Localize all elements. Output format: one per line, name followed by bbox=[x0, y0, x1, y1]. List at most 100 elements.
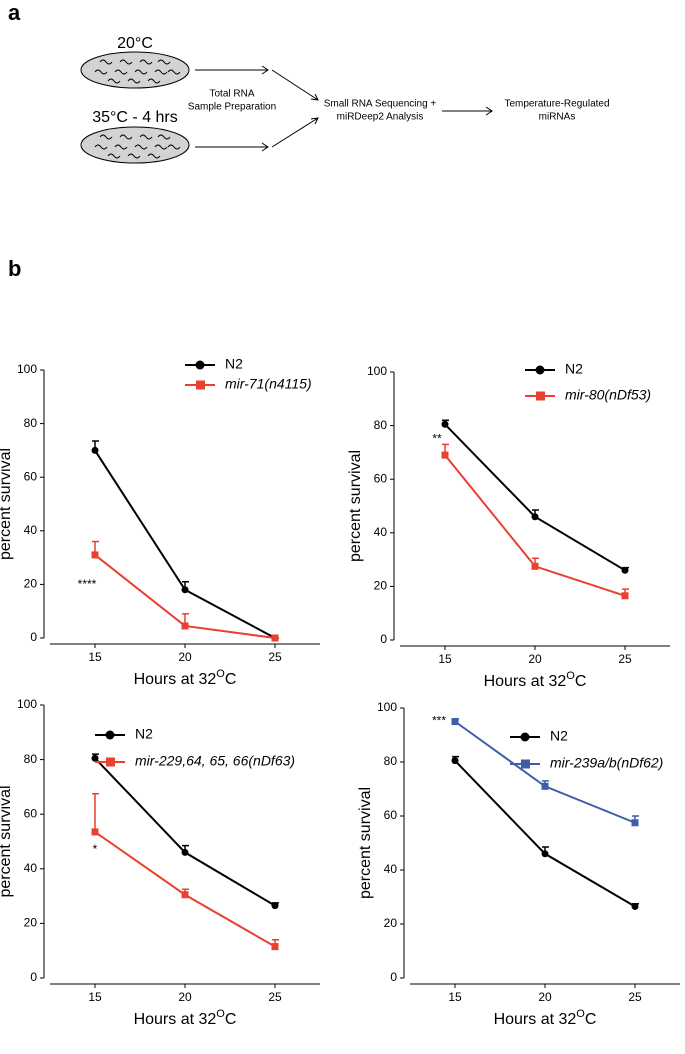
legend-label: mir-71(n4115) bbox=[225, 376, 312, 392]
y-axis-label: percent survival bbox=[357, 787, 374, 899]
x-tick-label: 20 bbox=[178, 650, 192, 664]
legend-marker bbox=[521, 759, 530, 769]
y-tick-label: 20 bbox=[374, 579, 388, 593]
legend-marker bbox=[195, 360, 205, 370]
x-tick-label: 15 bbox=[448, 990, 462, 1004]
x-axis-label-part: O bbox=[216, 1008, 225, 1020]
y-tick-label: 100 bbox=[377, 700, 397, 714]
panel-label: a bbox=[8, 0, 21, 25]
marker bbox=[541, 782, 549, 790]
series-line bbox=[94, 757, 276, 907]
marker bbox=[181, 891, 189, 899]
step-label: miRDeep2 Analysis bbox=[337, 112, 424, 123]
legend-marker bbox=[105, 730, 115, 740]
marker bbox=[451, 757, 459, 765]
x-axis-label-part: Hours at 32 bbox=[134, 1011, 217, 1028]
error-bar bbox=[92, 792, 99, 832]
x-axis-label-part: O bbox=[576, 1008, 585, 1020]
y-tick-label: 60 bbox=[374, 471, 388, 485]
legend-label: N2 bbox=[135, 726, 153, 742]
y-tick-label: 80 bbox=[374, 418, 388, 432]
condition-label: 35°C - 4 hrs bbox=[92, 109, 178, 126]
y-tick-label: 80 bbox=[24, 752, 38, 766]
marker bbox=[91, 446, 99, 454]
y-tick-label: 20 bbox=[24, 916, 38, 930]
legend-marker bbox=[196, 380, 205, 390]
x-tick-label: 25 bbox=[268, 650, 282, 664]
y-tick-label: 0 bbox=[30, 970, 37, 984]
x-axis-label: Hours at 32OC bbox=[494, 1008, 597, 1028]
marker bbox=[621, 566, 629, 574]
step-label: Sample Preparation bbox=[188, 102, 276, 113]
x-axis-label-part: Hours at 32 bbox=[134, 671, 217, 688]
significance: **** bbox=[78, 577, 97, 591]
y-tick-label: 100 bbox=[367, 364, 387, 378]
y-axis-label: percent survival bbox=[347, 450, 364, 562]
marker bbox=[441, 420, 449, 428]
marker bbox=[181, 586, 189, 594]
step-label: Temperature-Regulated bbox=[504, 99, 609, 110]
y-tick-label: 40 bbox=[374, 525, 388, 539]
x-tick-label: 15 bbox=[88, 990, 102, 1004]
marker bbox=[621, 592, 629, 600]
marker bbox=[541, 850, 549, 858]
legend-label: mir-80(nDf53) bbox=[565, 387, 651, 403]
dish bbox=[80, 126, 190, 164]
marker bbox=[451, 718, 459, 725]
series-line bbox=[454, 720, 636, 824]
worms bbox=[94, 134, 181, 159]
x-axis-label-part: O bbox=[566, 670, 575, 682]
x-tick-label: 15 bbox=[88, 650, 102, 664]
legend-marker bbox=[535, 365, 545, 375]
marker bbox=[531, 513, 539, 521]
significance: *** bbox=[432, 714, 446, 728]
marker bbox=[91, 754, 99, 762]
marker bbox=[631, 819, 639, 827]
y-tick-label: 40 bbox=[24, 861, 38, 875]
y-tick-label: 60 bbox=[384, 808, 398, 822]
marker bbox=[531, 562, 539, 570]
marker bbox=[91, 828, 99, 836]
x-tick-label: 20 bbox=[528, 652, 542, 666]
x-tick-label: 20 bbox=[538, 990, 552, 1004]
significance: * bbox=[93, 842, 98, 856]
worms bbox=[94, 59, 181, 84]
y-tick-label: 0 bbox=[390, 970, 397, 984]
x-tick-label: 20 bbox=[178, 990, 192, 1004]
x-axis-label: Hours at 32OC bbox=[134, 1008, 237, 1028]
x-axis-label-part: O bbox=[216, 668, 225, 680]
y-tick-label: 60 bbox=[24, 469, 38, 483]
x-axis-label-part: C bbox=[225, 1011, 237, 1028]
x-axis-label-part: C bbox=[585, 1011, 597, 1028]
condition-label: 20°C bbox=[117, 35, 153, 52]
legend-label: N2 bbox=[565, 361, 583, 377]
y-tick-label: 0 bbox=[380, 632, 387, 646]
step-label: Total RNA bbox=[209, 89, 254, 100]
y-tick-label: 0 bbox=[30, 630, 37, 644]
legend-label: N2 bbox=[225, 356, 243, 372]
panel-label: b bbox=[8, 256, 21, 281]
x-tick-label: 25 bbox=[628, 990, 642, 1004]
x-axis-label-part: C bbox=[225, 671, 237, 688]
marker bbox=[271, 634, 279, 642]
x-axis-label-part: C bbox=[575, 673, 587, 690]
series-line bbox=[444, 454, 626, 597]
marker bbox=[181, 622, 189, 630]
dish bbox=[80, 51, 190, 89]
y-tick-label: 100 bbox=[17, 362, 37, 376]
legend-marker bbox=[106, 757, 115, 767]
legend-label: N2 bbox=[550, 728, 568, 744]
x-axis-label: Hours at 32OC bbox=[484, 670, 587, 690]
step-label: miRNAs bbox=[539, 112, 576, 123]
y-tick-label: 20 bbox=[384, 916, 398, 930]
series-line bbox=[444, 423, 626, 572]
significance: ** bbox=[432, 431, 442, 445]
x-axis-label-part: Hours at 32 bbox=[494, 1011, 577, 1028]
y-axis-label: percent survival bbox=[0, 785, 14, 897]
arrows bbox=[195, 65, 493, 152]
marker bbox=[271, 943, 279, 951]
y-axis-label: percent survival bbox=[0, 448, 14, 560]
marker bbox=[181, 848, 189, 856]
series-line bbox=[94, 449, 276, 639]
